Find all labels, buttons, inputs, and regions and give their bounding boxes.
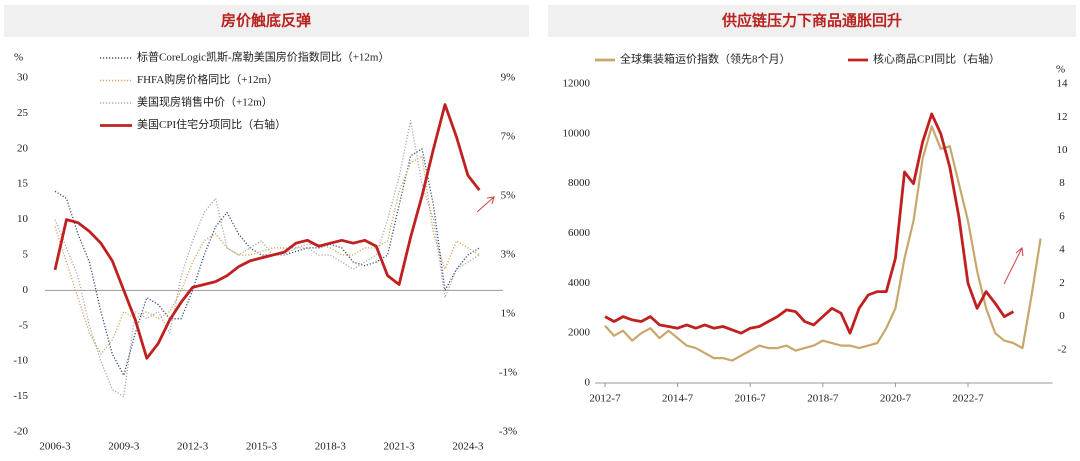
y2-tick-label: 1% xyxy=(501,308,516,320)
legend-label: 全球集装箱运价指数（领先8个月） xyxy=(620,52,791,66)
series-line xyxy=(53,103,481,360)
legend-label: 标普CoreLogic凯斯-席勒美国房价指数同比（+12m） xyxy=(137,50,389,64)
y-tick-label: -15 xyxy=(13,390,28,402)
x-tick-label: 2016-7 xyxy=(735,393,767,405)
chart-title: 供应链压力下商品通胀回升 xyxy=(721,12,902,30)
legend-label: 美国CPI住宅分项同比（右轴） xyxy=(137,117,286,131)
y2-tick-label: 7% xyxy=(501,131,516,143)
y2-tick-label: 0 xyxy=(1059,310,1065,322)
x-tick-label: 2014-7 xyxy=(662,393,694,405)
x-tick-label: 2020-7 xyxy=(880,393,912,405)
y-tick-label: -10 xyxy=(13,355,28,367)
y-tick-label: 15 xyxy=(17,178,29,190)
series-line xyxy=(54,155,480,355)
y-tick-label: 0 xyxy=(585,377,591,389)
y-tick-label: 10000 xyxy=(563,127,591,139)
y-tick-label: -20 xyxy=(13,426,28,438)
x-tick-label: 2006-3 xyxy=(39,441,71,453)
y2-tick-label: 8 xyxy=(1059,177,1065,189)
y2-tick-label: 5% xyxy=(501,190,516,202)
y-tick-label: 10 xyxy=(17,213,29,225)
y-tick-label: 4000 xyxy=(568,277,591,289)
x-tick-label: 2018-3 xyxy=(315,441,347,453)
y-tick-label: 25 xyxy=(17,107,29,119)
y-tick-label: 6000 xyxy=(568,227,591,239)
y2-tick-label: 6 xyxy=(1059,210,1065,222)
y2-tick-label: 2 xyxy=(1059,277,1065,289)
y-tick-label: 0 xyxy=(23,284,29,296)
series-line xyxy=(54,148,480,377)
series-line xyxy=(54,119,480,398)
y2-tick-label: 12 xyxy=(1057,111,1068,123)
y2-tick-label: 14 xyxy=(1057,78,1069,90)
y-tick-label: 30 xyxy=(17,72,29,84)
annotation-arrow xyxy=(476,196,1024,285)
x-tick-label: 2022-7 xyxy=(952,393,984,405)
legend-label: FHFA购房价格同比（+12m） xyxy=(137,72,278,86)
x-tick-label: 2018-7 xyxy=(807,393,839,405)
x-tick-label: 2012-7 xyxy=(589,393,621,405)
legend-label: 核心商品CPI同比（右轴） xyxy=(873,52,1000,66)
x-tick-label: 2009-3 xyxy=(108,441,140,453)
y2-tick-label: -3% xyxy=(499,426,517,438)
y-tick-label: 12000 xyxy=(563,78,591,90)
y-tick-label: 20 xyxy=(17,142,29,154)
y2-tick-label: 4 xyxy=(1059,244,1065,256)
y2-tick-label: -2 xyxy=(1057,343,1066,355)
y-tick-label: 5 xyxy=(23,249,29,261)
y2-tick-label: 9% xyxy=(501,72,516,84)
y-axis-label: % xyxy=(14,52,23,64)
legend-label: 美国现房销售中价（+12m） xyxy=(137,95,273,109)
y2-tick-label: -1% xyxy=(499,367,517,379)
title-bar xyxy=(548,5,1076,37)
x-tick-label: 2024-3 xyxy=(452,441,484,453)
y-tick-label: -5 xyxy=(19,319,29,331)
title-bar xyxy=(4,5,529,37)
y2-tick-label: 3% xyxy=(501,249,516,261)
y2-tick-label: 10 xyxy=(1057,144,1069,156)
y-tick-label: 2000 xyxy=(568,327,591,339)
x-tick-label: 2015-3 xyxy=(246,441,278,453)
x-tick-label: 2021-3 xyxy=(384,441,416,453)
y2-axis-label: % xyxy=(1056,64,1065,76)
x-tick-label: 2012-3 xyxy=(177,441,209,453)
series-line xyxy=(604,112,1015,335)
chart-title: 房价触底反弹 xyxy=(221,12,311,30)
y-tick-label: 8000 xyxy=(568,177,591,189)
series-line xyxy=(604,125,1042,362)
